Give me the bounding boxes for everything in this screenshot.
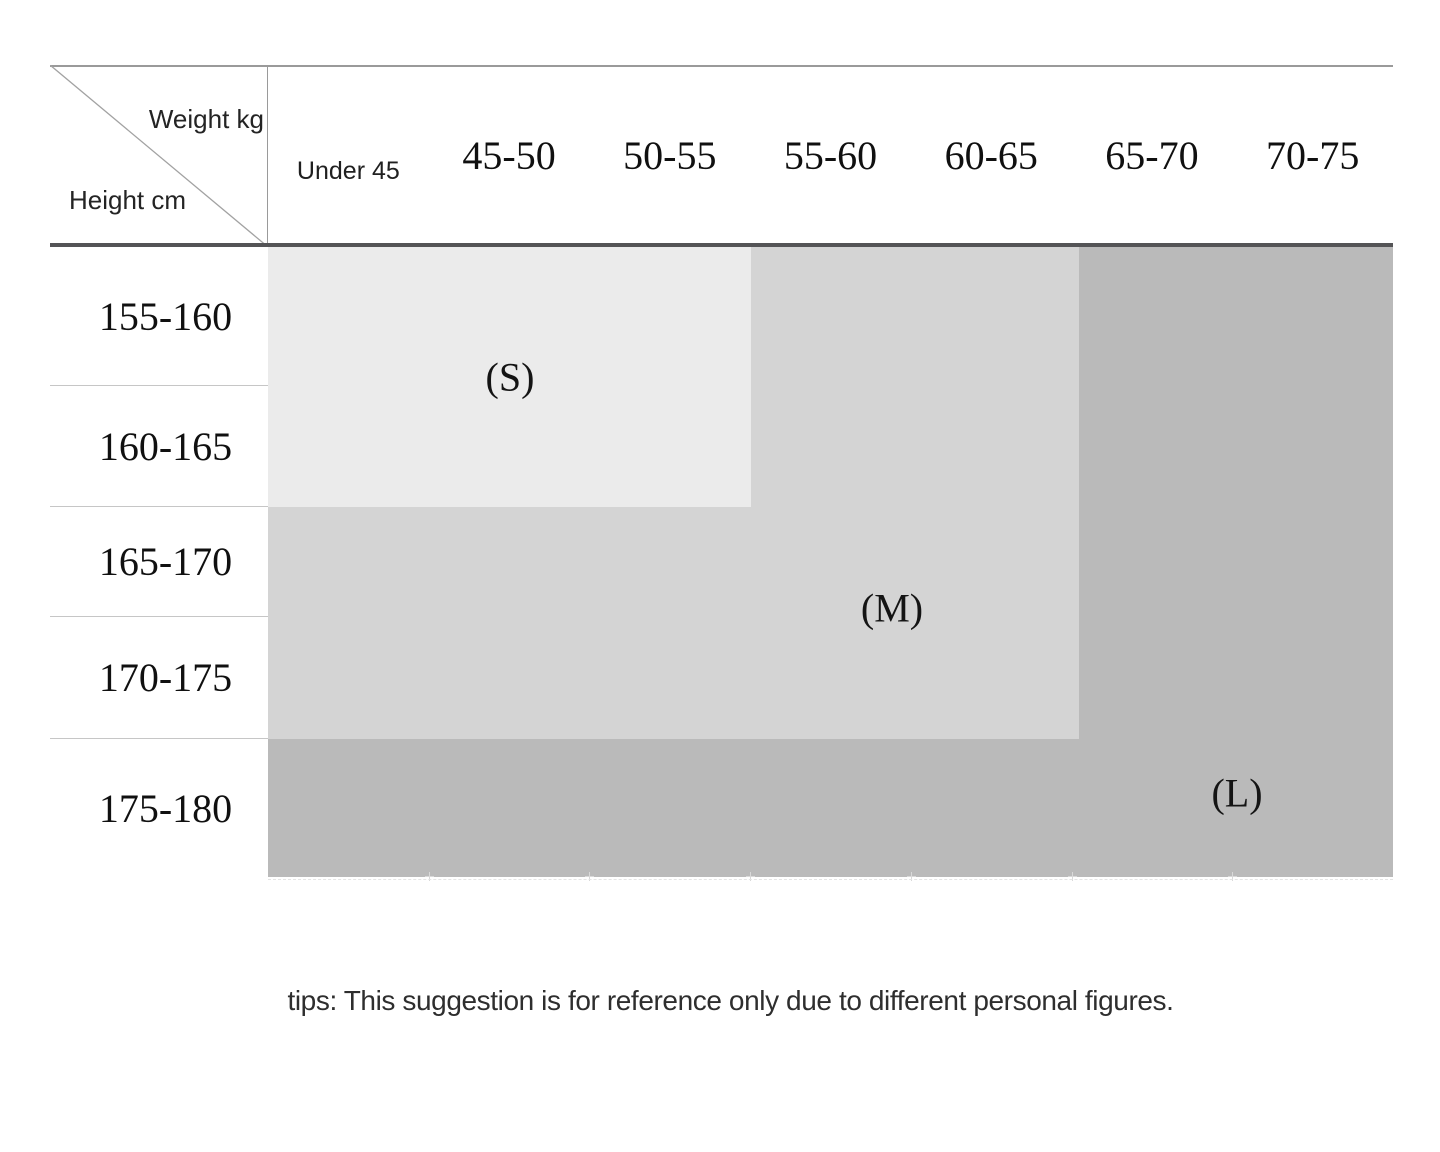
- size-label-S: (S): [485, 354, 535, 400]
- column-tick: [425, 872, 434, 881]
- weight-col-65-70: 65-70: [1072, 65, 1233, 243]
- height-row-label: 155-160: [98, 293, 233, 339]
- height-row-155-160: 155-160: [50, 247, 268, 386]
- size-chart: Weight kg Height cm Under 45 45-50 50-55…: [50, 65, 1393, 881]
- weight-col-55-60: 55-60: [750, 65, 911, 243]
- weight-header-row: Under 45 45-50 50-55 55-60 60-65 65-70 7…: [268, 65, 1393, 243]
- weight-col-label: 55-60: [783, 132, 878, 178]
- weight-col-60-65: 60-65: [911, 65, 1072, 243]
- height-row-170-175: 170-175: [50, 617, 268, 739]
- height-header-column: 155-160 160-165 165-170 170-175 175-180: [50, 247, 268, 877]
- weight-col-label: 60-65: [944, 132, 1038, 178]
- weight-col-label: 50-55: [623, 132, 717, 178]
- diagonal-divider-line: [50, 65, 268, 247]
- tips-note: tips: This suggestion is for reference o…: [287, 985, 1174, 1016]
- size-label-M: (M): [860, 585, 924, 631]
- height-row-165-170: 165-170: [50, 507, 268, 617]
- column-tick: [585, 872, 594, 881]
- weight-col-45-50: 45-50: [429, 65, 590, 243]
- weight-col-label: Under 45: [296, 156, 400, 185]
- height-row-label: 165-170: [98, 539, 233, 584]
- size-regions-area: (S) (M) (L): [268, 247, 1393, 881]
- column-tick: [907, 872, 916, 881]
- height-row-label: 175-180: [98, 785, 233, 831]
- corner-cell: Weight kg Height cm: [50, 65, 268, 247]
- size-label-L: (L): [1211, 770, 1263, 816]
- height-row-160-165: 160-165: [50, 386, 268, 507]
- header-divider-line: [50, 243, 1393, 247]
- weight-col-70-75: 70-75: [1232, 65, 1393, 243]
- weight-col-under-45: Under 45: [268, 65, 429, 243]
- weight-col-label: 70-75: [1266, 132, 1360, 178]
- weight-col-label: 45-50: [462, 132, 556, 178]
- column-tick: [746, 872, 755, 881]
- weight-col-label: 65-70: [1105, 132, 1199, 178]
- height-row-label: 170-175: [98, 655, 233, 700]
- weight-col-50-55: 50-55: [589, 65, 750, 243]
- size-region-S: [268, 247, 751, 507]
- height-row-175-180: 175-180: [50, 739, 268, 877]
- height-axis-label: Height cm: [69, 185, 187, 215]
- column-tick: [1068, 872, 1077, 881]
- weight-axis-label: Weight kg: [148, 104, 264, 134]
- column-tick: [1228, 872, 1237, 881]
- table-top-border: [50, 65, 1393, 67]
- height-row-label: 160-165: [98, 423, 233, 469]
